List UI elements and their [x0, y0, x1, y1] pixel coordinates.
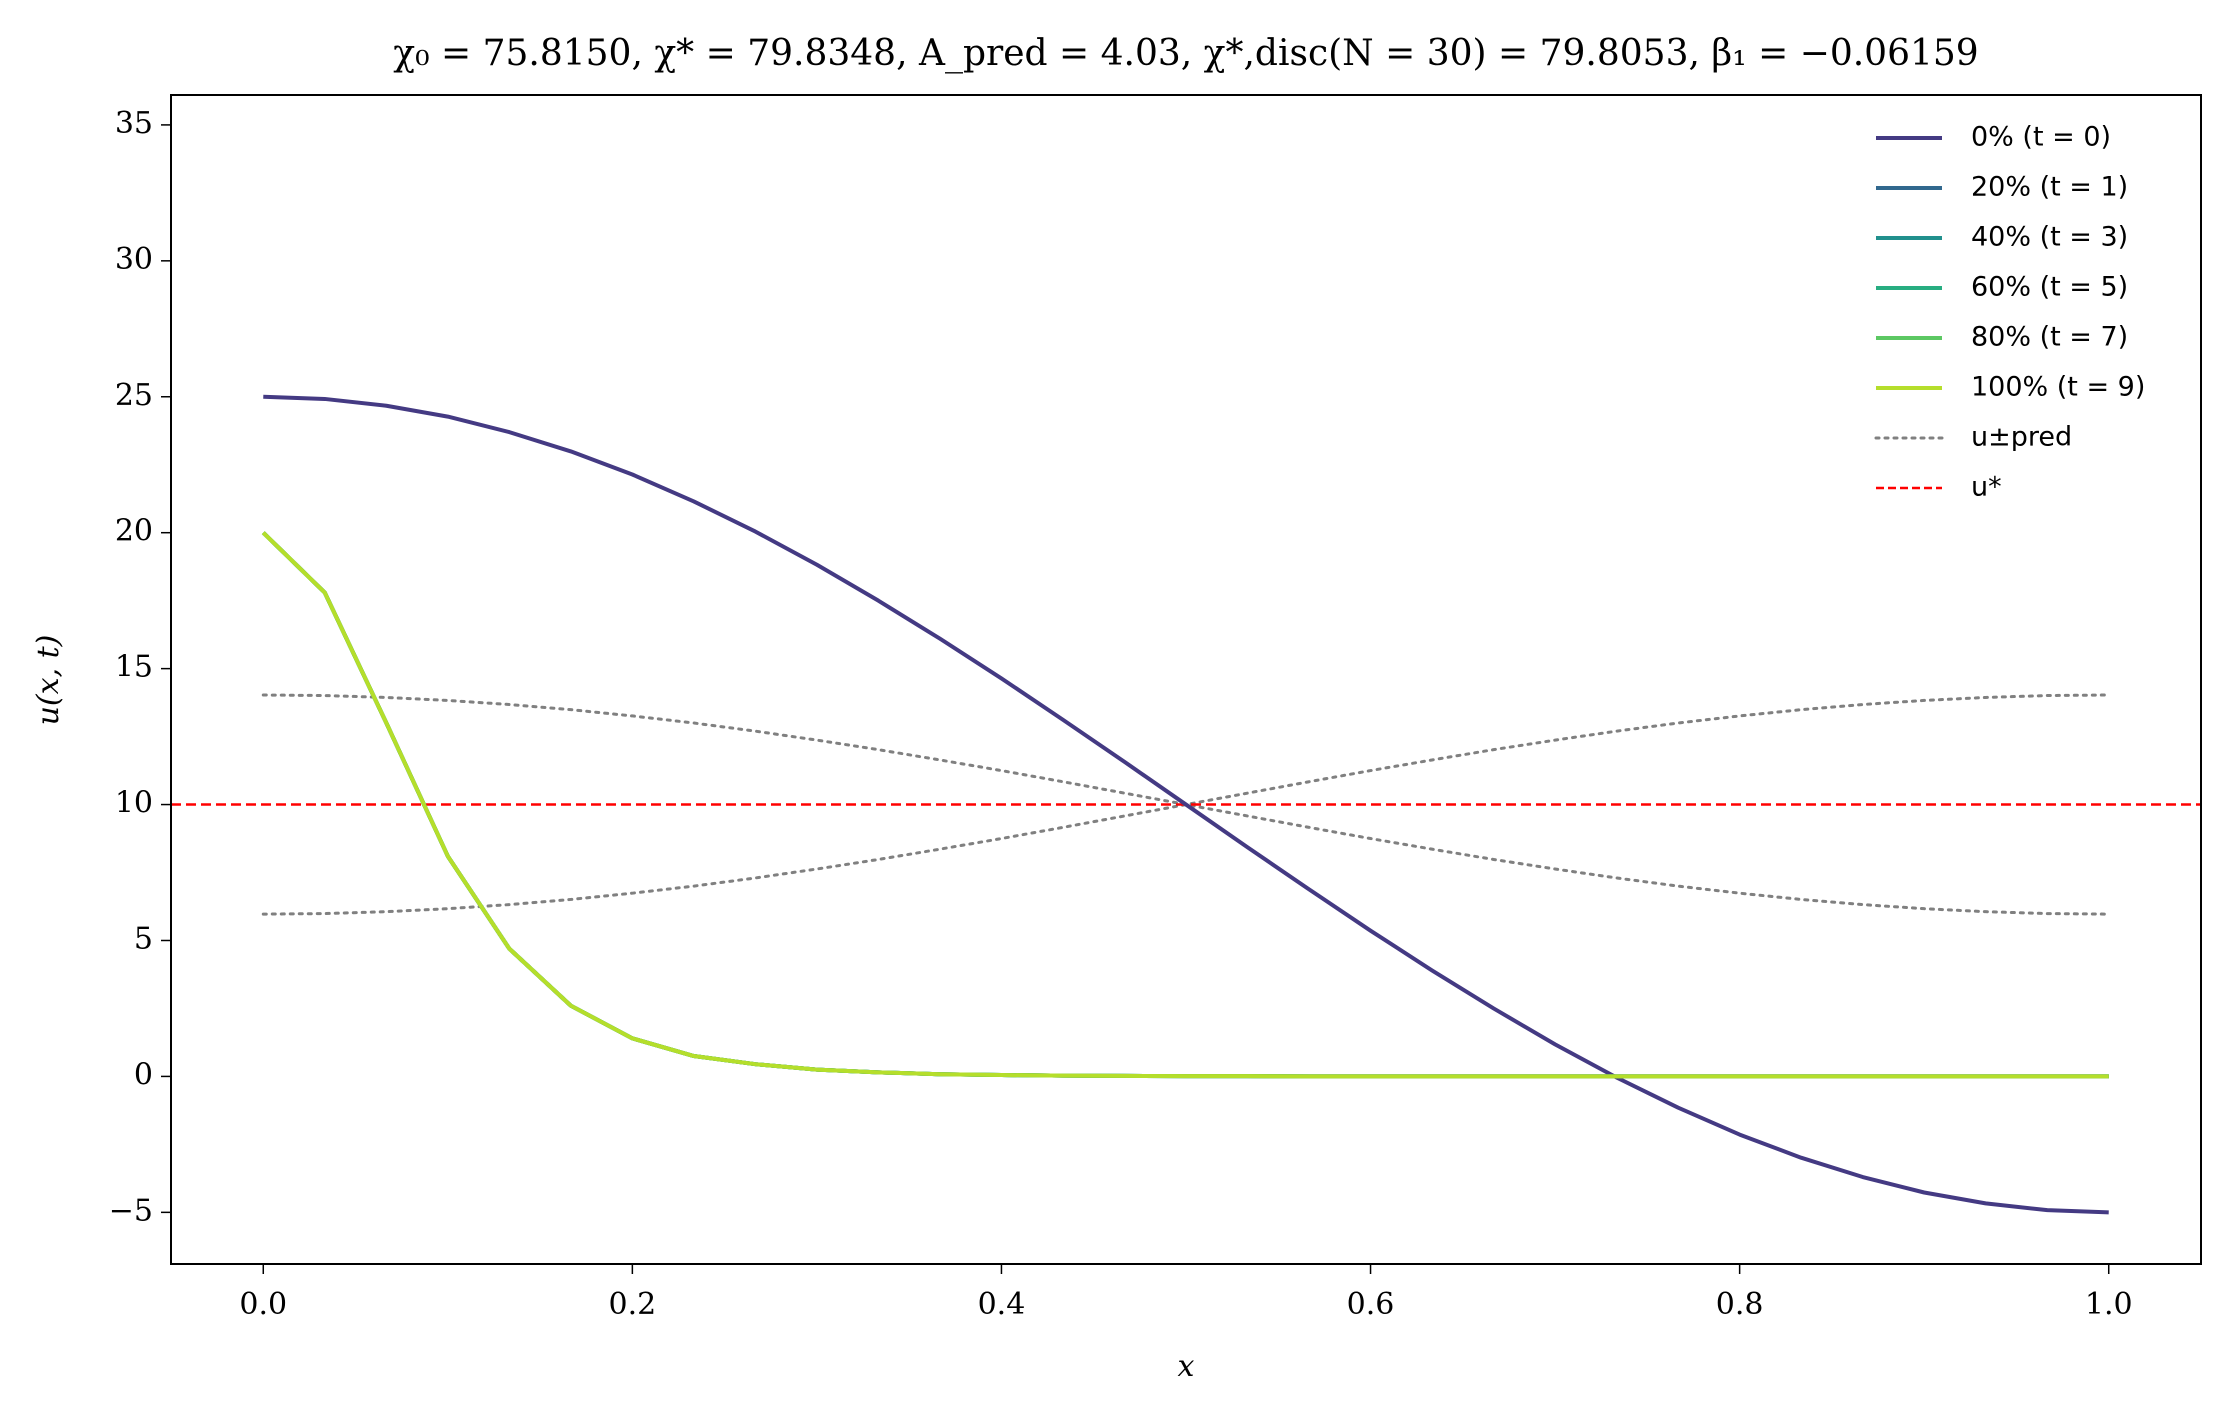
- x-tick-label: 0.4: [978, 1287, 1026, 1322]
- y-tick-label: −5: [109, 1193, 153, 1228]
- legend-label: 20% (t = 1): [1971, 172, 2128, 203]
- x-tick-label: 0.2: [609, 1287, 657, 1322]
- chart-title: χ₀ = 75.8150, χ* = 79.8348, A_pred = 4.0…: [393, 33, 1978, 74]
- y-tick-label: 25: [115, 378, 153, 413]
- axes-frame: [170, 94, 2202, 1265]
- series-line: [261, 531, 2109, 1079]
- y-tick-label: 35: [115, 106, 153, 141]
- legend-label: 60% (t = 5): [1971, 272, 2128, 303]
- legend-label: 100% (t = 9): [1971, 372, 2145, 403]
- x-tick-label: 0.6: [1347, 1287, 1395, 1322]
- legend-label: u*: [1971, 472, 2002, 503]
- y-tick-label: 5: [134, 921, 153, 956]
- y-tick-label: 30: [115, 242, 153, 277]
- legend-label: u±pred: [1971, 422, 2072, 453]
- series-line: [263, 394, 2109, 1215]
- x-axis-label: x: [1178, 1349, 1195, 1384]
- y-tick-label: 0: [134, 1057, 153, 1092]
- y-tick-label: 15: [115, 650, 153, 685]
- y-tick-label: 20: [115, 514, 153, 549]
- x-tick-label: 0.8: [1716, 1287, 1764, 1322]
- x-tick-label: 0.0: [239, 1287, 287, 1322]
- y-tick-label: 10: [115, 786, 153, 821]
- legend-label: 0% (t = 0): [1971, 122, 2111, 153]
- legend-label: 40% (t = 3): [1971, 222, 2128, 253]
- plot-area: [171, 394, 2201, 1215]
- y-axis-label: u(x, t): [31, 635, 66, 726]
- legend-label: 80% (t = 7): [1971, 322, 2128, 353]
- x-tick-label: 1.0: [2085, 1287, 2133, 1322]
